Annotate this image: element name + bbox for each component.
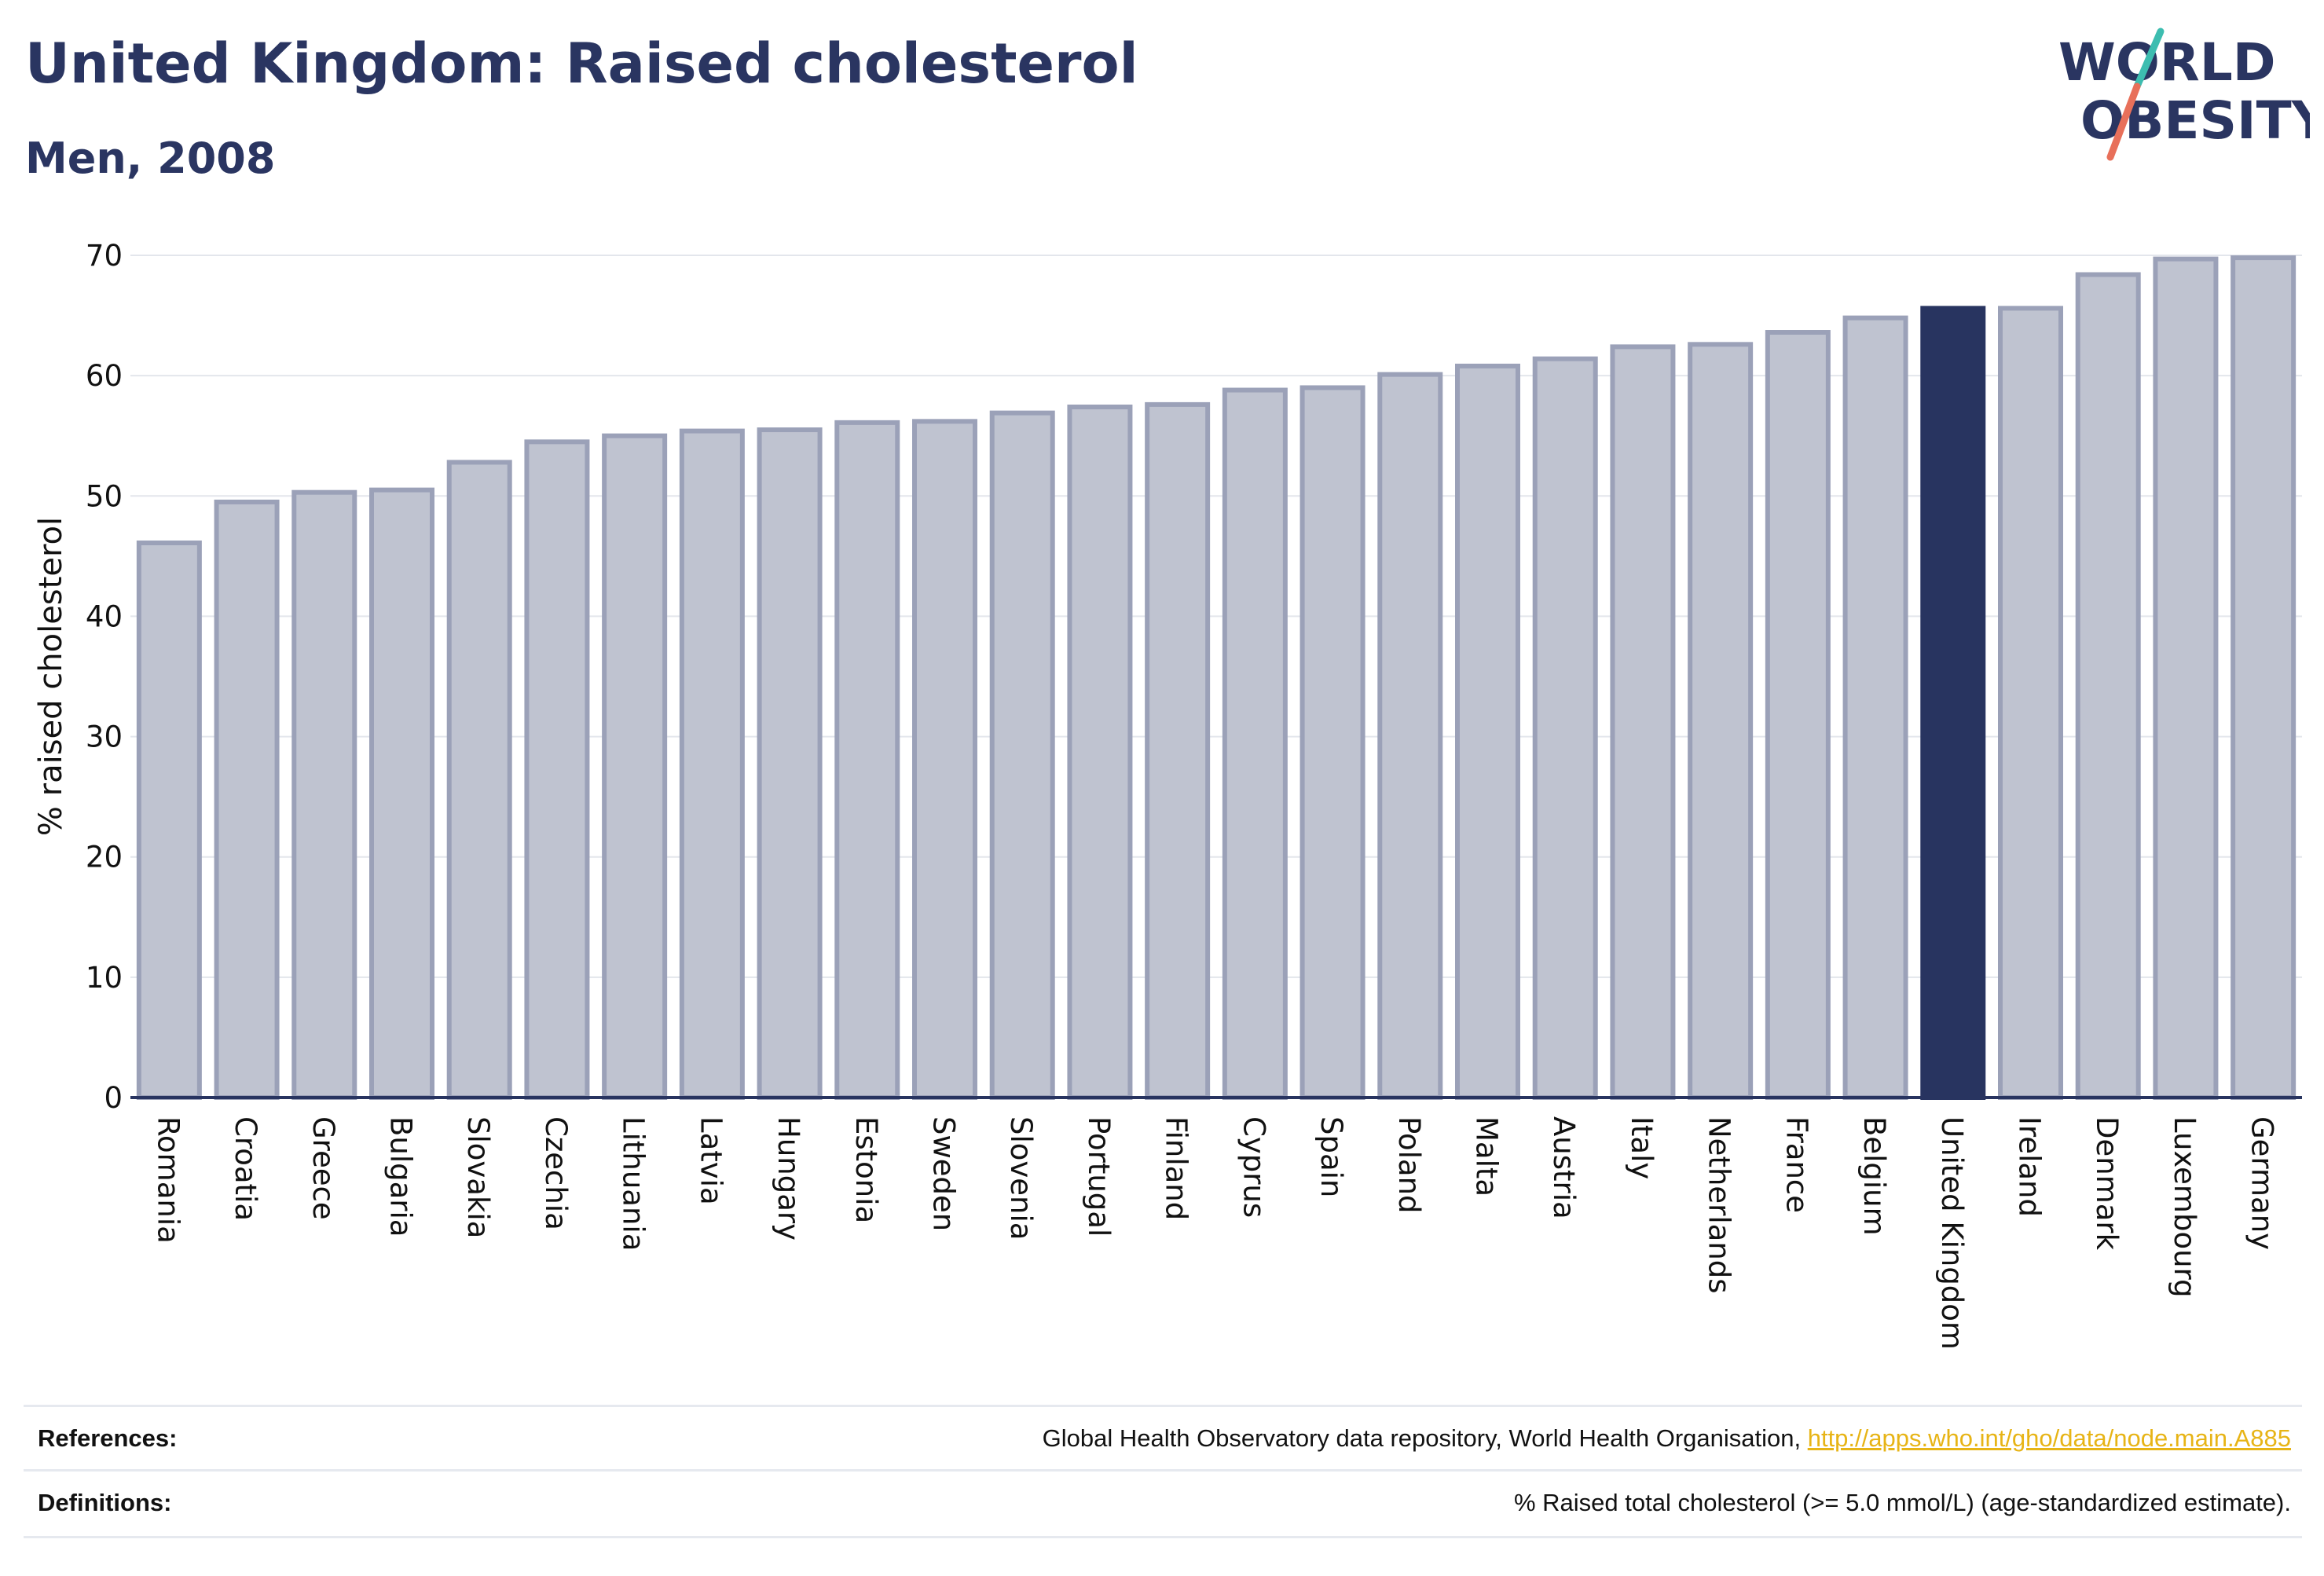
bar xyxy=(446,460,512,1100)
bar xyxy=(1377,372,1443,1100)
bar-chart: 0 10 20 30 40 50 60 70 Romania Croatia Greece Bulg… xyxy=(33,239,2302,1350)
definitions-row: Definitions: % Raised total cholesterol … xyxy=(24,1469,2302,1538)
bar xyxy=(679,428,745,1100)
x-tick-label: Cyprus xyxy=(1237,1116,1270,1218)
y-tick-label: 50 xyxy=(86,479,123,513)
bar xyxy=(214,499,280,1100)
bar xyxy=(1998,306,2063,1100)
bar xyxy=(2231,255,2297,1100)
x-tick-label: Spain xyxy=(1314,1116,1348,1197)
y-tick-label: 40 xyxy=(86,599,123,633)
world-obesity-logo: WORLD OBESITY xyxy=(2058,27,2310,161)
bar xyxy=(1455,363,1520,1100)
y-tick-label: 30 xyxy=(86,720,123,754)
x-tick-label: Greece xyxy=(306,1116,340,1220)
bar xyxy=(834,420,900,1100)
definitions-value: % Raised total cholesterol (>= 5.0 mmol/… xyxy=(1513,1489,2291,1516)
x-tick-label: Croatia xyxy=(229,1116,262,1221)
x-tick-label: Estonia xyxy=(849,1116,883,1223)
references-row: References: Global Health Observatory da… xyxy=(24,1405,2302,1472)
bar-highlight xyxy=(1920,306,1986,1100)
x-tick-label: Belgium xyxy=(1857,1116,1891,1236)
y-axis-ticks: 0 10 20 30 40 50 60 70 xyxy=(86,239,123,1115)
bar xyxy=(912,419,977,1100)
references-label: References: xyxy=(38,1424,178,1452)
x-tick-label: Italy xyxy=(1625,1116,1659,1179)
x-tick-label: Slovakia xyxy=(461,1116,495,1238)
x-tick-label: Luxembourg xyxy=(2168,1116,2201,1298)
chart-title: United Kingdom: Raised cholesterol xyxy=(25,31,1138,96)
bar xyxy=(136,541,202,1100)
bar xyxy=(1765,330,1831,1100)
x-tick-label: Hungary xyxy=(772,1116,805,1241)
y-tick-label: 20 xyxy=(86,841,123,874)
bar xyxy=(1688,342,1754,1100)
bar xyxy=(2153,256,2219,1101)
references-value: Global Health Observatory data repositor… xyxy=(1043,1424,2291,1453)
x-tick-label: Lithuania xyxy=(617,1116,651,1251)
y-tick-label: 10 xyxy=(86,961,123,995)
bar xyxy=(2075,272,2141,1101)
bar xyxy=(1299,385,1365,1100)
references-link[interactable]: http://apps.who.int/gho/data/node.main.A… xyxy=(1807,1424,2291,1452)
x-tick-label: Ireland xyxy=(2013,1116,2047,1217)
bars xyxy=(136,255,2297,1101)
y-tick-label: 70 xyxy=(86,239,123,273)
x-tick-label: Czechia xyxy=(539,1116,573,1230)
bar xyxy=(369,487,434,1100)
x-tick-label: Poland xyxy=(1392,1116,1426,1214)
x-tick-label: Portugal xyxy=(1082,1116,1116,1237)
x-tick-label: Bulgaria xyxy=(384,1116,418,1237)
definitions-label: Definitions: xyxy=(38,1489,172,1516)
y-tick-label: 0 xyxy=(104,1081,123,1115)
bar xyxy=(1222,387,1288,1100)
bar xyxy=(1532,356,1598,1100)
x-tick-label: Malta xyxy=(1470,1116,1504,1197)
x-tick-label: Finland xyxy=(1160,1116,1193,1220)
bar xyxy=(989,410,1055,1100)
bar xyxy=(757,427,823,1100)
x-tick-label: Germany xyxy=(2245,1116,2279,1250)
x-tick-label: United Kingdom xyxy=(1935,1116,1969,1350)
bar xyxy=(1067,404,1133,1100)
x-tick-label: Romania xyxy=(151,1116,185,1244)
bar xyxy=(1145,401,1211,1100)
x-tick-label: Sweden xyxy=(927,1116,961,1231)
x-tick-label: Latvia xyxy=(694,1116,728,1205)
bar xyxy=(1842,315,1908,1100)
logo-slash-bottom xyxy=(2106,82,2141,161)
bar xyxy=(291,489,357,1100)
logo-slash-top xyxy=(2133,27,2165,90)
x-tick-label: Austria xyxy=(1547,1116,1581,1219)
chart-subtitle: Men, 2008 xyxy=(25,134,276,183)
bar xyxy=(524,439,590,1100)
references-text: Global Health Observatory data repositor… xyxy=(1042,1424,1808,1452)
y-axis-label: % raised cholesterol xyxy=(33,517,69,836)
y-tick-label: 60 xyxy=(86,359,123,393)
x-tick-label: Denmark xyxy=(2090,1116,2124,1251)
x-axis-labels: Romania Croatia Greece Bulgaria Slovakia Czec… xyxy=(151,1116,2278,1350)
x-tick-label: Netherlands xyxy=(1703,1116,1736,1294)
bar xyxy=(1610,344,1676,1101)
x-tick-label: Slovenia xyxy=(1004,1116,1038,1240)
x-tick-label: France xyxy=(1780,1116,1813,1213)
logo-text-world: WORLD xyxy=(2058,32,2276,93)
bar xyxy=(602,433,668,1100)
